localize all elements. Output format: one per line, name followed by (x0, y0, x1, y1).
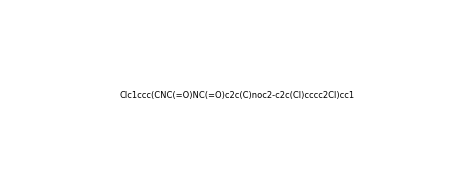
Text: Clc1ccc(CNC(=O)NC(=O)c2c(C)noc2-c2c(Cl)cccc2Cl)cc1: Clc1ccc(CNC(=O)NC(=O)c2c(C)noc2-c2c(Cl)c… (120, 91, 355, 101)
